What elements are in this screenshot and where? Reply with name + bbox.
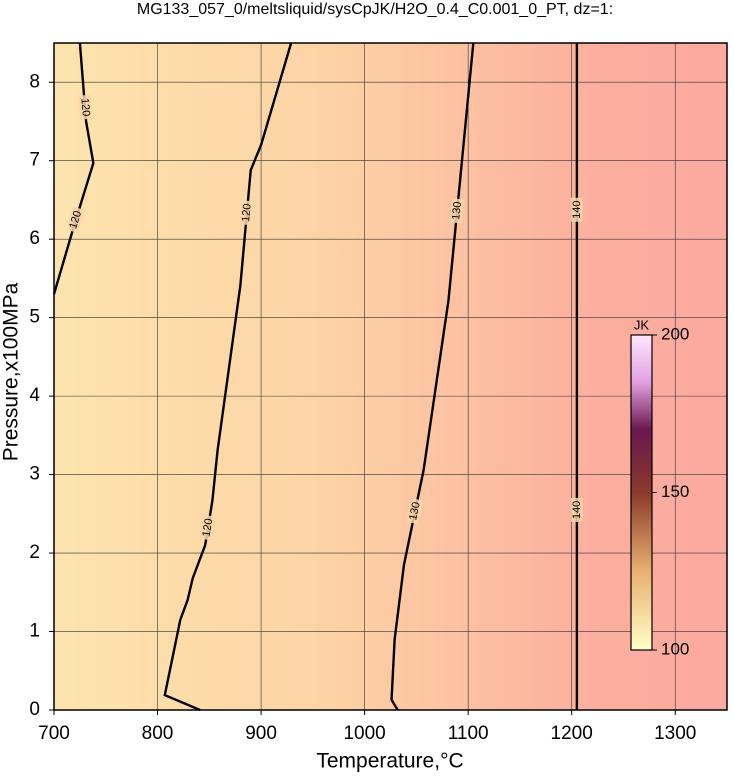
contour-line — [390, 42, 475, 711]
contour-label: 120 — [78, 98, 91, 117]
contour-label-bg — [78, 94, 92, 120]
contour-label-bg — [570, 497, 583, 522]
x-tick-label: 1300 — [654, 723, 696, 744]
y-tick-label: 0 — [29, 699, 40, 720]
contour-label-bg — [239, 200, 254, 226]
colorbar — [630, 334, 653, 651]
contour-label-group: 140 — [570, 197, 583, 222]
contour-label-group: 130 — [450, 198, 465, 224]
x-tick-label: 800 — [142, 723, 174, 744]
y-axis-label: Pressure,x100MPa — [0, 282, 23, 461]
y-tick-label: 6 — [29, 228, 40, 249]
plot-background — [54, 43, 727, 710]
y-tick-label: 3 — [29, 464, 40, 485]
x-axis-label: Temperature,°C — [316, 750, 463, 773]
y-tick-label: 1 — [29, 621, 40, 642]
contour-label-group: 120 — [200, 514, 216, 541]
contour-label-group: 120 — [239, 200, 254, 226]
y-tick-label: 8 — [29, 71, 40, 92]
contour-label: 120 — [201, 518, 216, 538]
contour-label: 130 — [407, 501, 422, 521]
colorbar-label: JK — [634, 317, 650, 332]
contour-label-bg — [406, 498, 424, 525]
x-tick-label: 1100 — [448, 723, 489, 744]
plot-frame — [53, 42, 728, 711]
contour-label-bg — [570, 197, 583, 222]
y-tick-label: 7 — [29, 150, 40, 171]
contour-label-group: 130 — [406, 498, 424, 525]
contour-label: 130 — [450, 201, 464, 220]
contour-label: 120 — [67, 209, 84, 230]
contour-label-bg — [200, 514, 216, 541]
contour-label: 140 — [571, 501, 583, 519]
contour-label-group: 120 — [78, 94, 92, 120]
y-tick-label: 4 — [29, 385, 40, 406]
contour-label-group: 120 — [66, 206, 86, 234]
contour-label-group: 140 — [570, 497, 583, 522]
contour-label-bg — [66, 206, 86, 234]
y-tick-label: 2 — [29, 542, 40, 563]
contour-label: 140 — [571, 201, 583, 219]
x-tick-label: 1200 — [551, 723, 593, 744]
colorbar-tick-label: 150 — [661, 482, 689, 501]
contour-label: 120 — [240, 203, 254, 222]
x-tick-label: 700 — [38, 723, 70, 744]
colorbar-tick-label: 100 — [661, 639, 689, 658]
x-tick-label: 900 — [245, 723, 277, 744]
colorbar-tick-label: 200 — [661, 324, 689, 343]
contour-label-bg — [450, 198, 465, 224]
x-tick-label: 1000 — [343, 723, 385, 744]
chart-title: MG133_057_0/meltsliquid/sysCpJK/H2O_0.4_… — [137, 1, 613, 18]
y-tick-label: 5 — [29, 307, 40, 328]
